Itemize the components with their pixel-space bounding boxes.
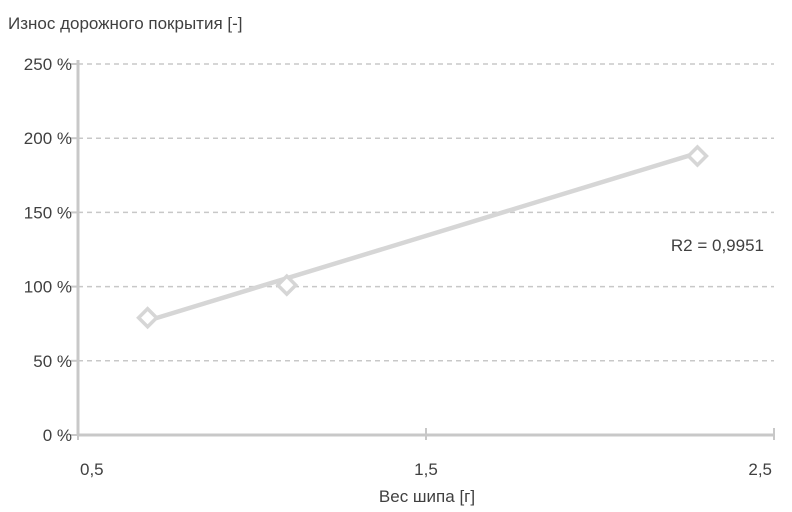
x-tick-label-2: 2,5 [748, 460, 772, 479]
y-tick-label-5: 250 % [24, 55, 72, 74]
data-point-1 [275, 273, 299, 297]
y-tick-label-4: 200 % [24, 129, 72, 148]
r-squared-label: R2 = 0,9951 [671, 236, 764, 255]
grid-lines [78, 63, 774, 362]
x-axis-ticks: 0,5 1,5 2,5 [77, 428, 775, 479]
y-tick-label-1: 50 % [33, 352, 72, 371]
trendline-group [145, 150, 700, 323]
axes [76, 60, 774, 437]
data-points [136, 144, 709, 330]
x-axis-title: Вес шипа [г] [379, 487, 475, 506]
x-tick-label-0: 0,5 [80, 460, 104, 479]
y-tick-label-2: 100 % [24, 278, 72, 297]
data-point-0 [136, 306, 160, 330]
y-tick-label-3: 150 % [24, 203, 72, 222]
y-tick-label-0: 0 % [43, 426, 72, 445]
data-point-2 [685, 144, 709, 168]
y-axis-title: Износ дорожного покрытия [-] [8, 14, 242, 33]
y-axis-ticks: 0 % 50 % 100 % 150 % 200 % 250 % [24, 55, 78, 445]
trendline [145, 150, 700, 323]
x-tick-label-1: 1,5 [414, 460, 438, 479]
